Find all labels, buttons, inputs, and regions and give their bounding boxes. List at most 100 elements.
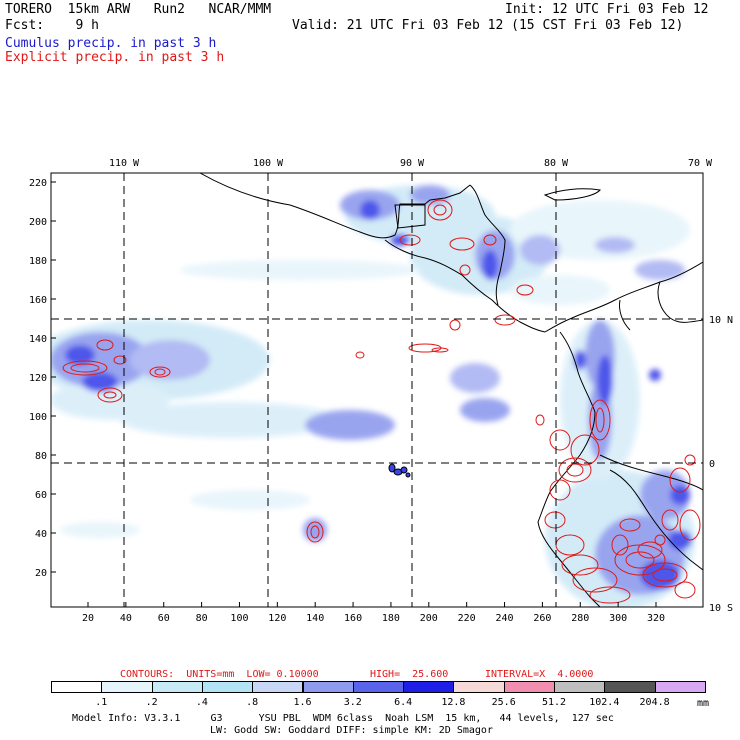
model-info: Model Info: V3.3.1 G3 YSU PBL WDM 6class…: [72, 713, 614, 724]
coastline: [544, 261, 703, 333]
lat-label: 10 N: [709, 315, 733, 326]
explicit-contour: [535, 414, 545, 426]
y-tick-label: 140: [29, 334, 47, 345]
legend-swatch: [151, 681, 203, 693]
lon-label: 110 W: [109, 158, 140, 169]
explicit-precip-layer: [62, 199, 701, 604]
explicit-contour: [355, 351, 365, 359]
lon-label: 70 W: [688, 158, 713, 169]
x-tick-label: 160: [344, 613, 362, 624]
y-tick-label: 100: [29, 412, 47, 423]
explicit-contour: [654, 534, 666, 546]
explicit-contour: [70, 363, 100, 373]
cumulus-cell: [60, 522, 140, 538]
legend-value: 3.2: [343, 697, 362, 708]
legend-value: 1.6: [293, 697, 312, 708]
cumulus-cell: [410, 185, 450, 205]
y-tick-label: 20: [35, 568, 47, 579]
cumulus-cell: [510, 275, 610, 305]
explicit-contour: [449, 237, 475, 251]
coastline-layer: [199, 173, 703, 607]
coastline: [384, 239, 546, 333]
explicit-contour: [625, 551, 655, 569]
legend-value: .8: [246, 697, 259, 708]
explicit-contour: [661, 509, 679, 531]
y-tick-label: 200: [29, 217, 47, 228]
y-tick-label: 80: [35, 451, 47, 462]
explicit-contour: [549, 429, 571, 451]
lon-label: 90 W: [400, 158, 425, 169]
x-tick-label: 240: [496, 613, 514, 624]
legend-value: .2: [145, 697, 158, 708]
cumulus-label: Cumulus precip. in past 3 h: [5, 36, 217, 51]
x-tick-label: 320: [647, 613, 665, 624]
y-tick-label: 40: [35, 529, 47, 540]
legend-swatch: [101, 681, 153, 693]
x-tick-label: 300: [609, 613, 627, 624]
explicit-contour: [459, 264, 471, 276]
cumulus-cell: [640, 560, 680, 590]
cumulus-cell: [597, 355, 613, 405]
lat-label: 10 S: [709, 603, 733, 614]
cumulus-cell: [635, 260, 685, 280]
y-tick-label: 120: [29, 373, 47, 384]
explicit-contour: [589, 586, 631, 604]
cumulus-cell: [595, 237, 635, 253]
lon-label: 80 W: [544, 158, 569, 169]
explicit-contour: [149, 366, 171, 378]
x-tick-label: 100: [230, 613, 248, 624]
legend-value: 25.6: [491, 697, 516, 708]
coastline: [609, 469, 703, 571]
explicit-contour: [561, 554, 599, 576]
explicit-contour: [684, 454, 696, 466]
explicit-contour: [516, 284, 534, 296]
x-tick-label: 140: [306, 613, 324, 624]
explicit-contour: [637, 541, 663, 559]
x-tick-label: 120: [268, 613, 286, 624]
header-title: TORERO 15km ARW Run2 NCAR/MMM: [5, 2, 272, 17]
explicit-label: Explicit precip. in past 3 h: [5, 50, 225, 65]
legend-swatch: [654, 681, 706, 693]
explicit-contour: [431, 347, 449, 353]
cumulus-cell: [305, 410, 395, 440]
map-axes: 110 W 100 W 90 W 80 W 70 W 10 N 0 10 S 20 40 60 80 1…: [29, 158, 733, 624]
explicit-contour: [566, 463, 584, 477]
explicit-contour: [449, 319, 461, 331]
legend-value: 12.8: [441, 697, 466, 708]
legend-swatch: [201, 681, 254, 693]
explicit-contour: [306, 521, 324, 543]
legend-value: .4: [195, 697, 208, 708]
island: [405, 472, 411, 478]
explicit-contour: [669, 467, 691, 493]
model-physics: LW: Godd SW: Goddard DIFF: simple KM: 2D…: [210, 725, 493, 736]
explicit-contour: [483, 234, 497, 246]
contour-units: CONTOURS: UNITS=mm LOW= 0.10000: [120, 669, 319, 680]
cumulus-cell: [180, 260, 420, 280]
explicit-contour: [549, 479, 571, 501]
cumulus-cell: [65, 345, 95, 365]
cumulus-cell: [190, 490, 310, 510]
lat-lon-grid: [51, 173, 703, 607]
legend-swatch: [51, 681, 103, 693]
legend-swatch: [554, 681, 606, 693]
lat-label: 0: [709, 459, 715, 470]
legend-value: 51.2: [541, 697, 567, 708]
coastline: [537, 331, 601, 607]
explicit-contour: [652, 568, 678, 582]
explicit-contour: [433, 204, 447, 216]
explicit-contour: [544, 511, 566, 529]
cumulus-precip-layer: [51, 185, 695, 607]
explicit-contour: [595, 407, 605, 433]
coastline: [543, 188, 601, 201]
cumulus-cell: [130, 340, 210, 380]
contour-interval: INTERVAL=X 4.0000: [485, 669, 594, 680]
legend-value: 102.4: [589, 697, 620, 708]
legend-swatch: [352, 681, 405, 693]
x-tick-label: 180: [382, 613, 400, 624]
explicit-contour: [97, 387, 123, 403]
explicit-contour: [399, 234, 421, 246]
y-tick-label: 60: [35, 490, 47, 501]
header-valid-time: Valid: 21 UTC Fri 03 Feb 12 (15 CST Fri …: [292, 18, 684, 33]
header-forecast-hour: Fcst: 9 h: [5, 18, 99, 33]
